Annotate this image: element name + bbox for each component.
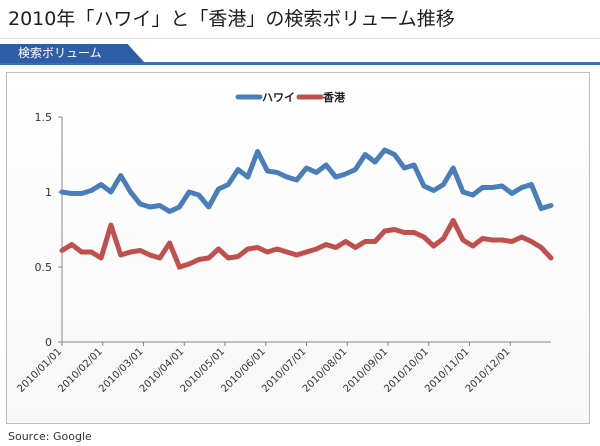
- title-divider: [0, 38, 600, 39]
- y-tick-label: 0.5: [35, 261, 53, 274]
- legend-label-hongkong: 香港: [322, 90, 346, 104]
- series-line-hawaii: [59, 147, 554, 214]
- section-tab-strip: 検索ボリューム: [0, 44, 600, 65]
- y-tick-label: 1: [45, 186, 52, 199]
- legend-label-hawaii: ハワイ: [262, 91, 295, 104]
- y-tick-label: 0: [45, 336, 52, 349]
- section-tab-search-volume[interactable]: 検索ボリューム: [0, 44, 145, 63]
- source-note: Source: Google: [8, 430, 92, 443]
- series-line-hongkong: [59, 218, 554, 270]
- tab-underline: [0, 62, 600, 65]
- y-tick-label: 1.5: [35, 111, 53, 124]
- page-title: 2010年「ハワイ」と「香港」の検索ボリューム推移: [8, 8, 455, 30]
